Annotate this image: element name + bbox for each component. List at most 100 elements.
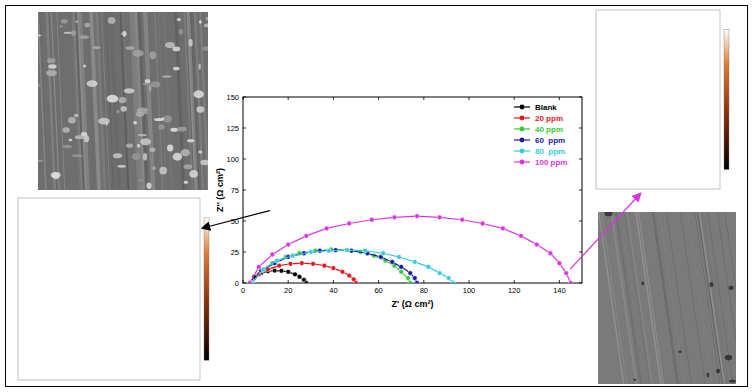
series-point xyxy=(261,267,266,272)
sem-feature xyxy=(48,64,56,69)
sem-feature xyxy=(46,70,57,76)
y-tick-right xyxy=(579,190,582,191)
legend-marker xyxy=(520,105,525,110)
sem-feature xyxy=(143,83,150,86)
series-point xyxy=(277,263,282,268)
sem-feature xyxy=(194,90,204,98)
series-point xyxy=(408,271,413,276)
sem-feature xyxy=(137,144,140,148)
sem-streak xyxy=(726,212,736,384)
sem-feature xyxy=(177,127,187,132)
sem-feature xyxy=(189,170,198,178)
sem-base xyxy=(38,12,208,190)
sem-feature xyxy=(167,144,173,151)
series-point xyxy=(324,226,329,231)
sem-feature xyxy=(138,134,147,136)
sem-feature xyxy=(69,139,73,142)
x-tick-label: 20 xyxy=(284,286,292,295)
series-point xyxy=(286,269,291,274)
sem-feature xyxy=(75,135,85,139)
sem-feature xyxy=(605,212,613,216)
sem-streak xyxy=(624,212,649,384)
series-point xyxy=(369,217,374,222)
legend-marker xyxy=(520,116,525,121)
sem-feature xyxy=(153,166,156,170)
series-point xyxy=(397,255,402,260)
sem-feature xyxy=(132,153,140,160)
x-tick-top xyxy=(559,97,560,100)
series-line xyxy=(250,216,571,283)
x-tick xyxy=(514,280,515,283)
sem-feature xyxy=(150,81,160,87)
sem-streak xyxy=(659,212,684,384)
series-point xyxy=(297,274,302,279)
x-tick xyxy=(378,280,379,283)
y-tick-right xyxy=(579,97,582,98)
sem-feature xyxy=(641,282,644,286)
sem-feature xyxy=(149,85,152,92)
sem-feature xyxy=(125,46,134,50)
sem-feature xyxy=(146,183,151,189)
y-tick-label: 100 xyxy=(226,155,239,164)
x-tick-label: 40 xyxy=(329,286,337,295)
series-point xyxy=(548,251,553,256)
afm-blank xyxy=(20,200,198,378)
sem-feature xyxy=(172,47,180,52)
series-point xyxy=(408,281,413,283)
sem-feature xyxy=(107,95,119,103)
x-tick-top xyxy=(514,97,515,100)
y-tick-right xyxy=(579,221,582,222)
sem-streak xyxy=(640,212,665,384)
sem-feature xyxy=(173,67,180,71)
sem-feature xyxy=(187,139,194,142)
series-point xyxy=(308,250,313,255)
x-tick-top xyxy=(378,97,379,100)
plot-frame xyxy=(243,97,582,283)
sem-streak xyxy=(134,12,142,190)
sem-streak xyxy=(611,212,636,384)
sem-feature xyxy=(159,167,167,175)
series-point xyxy=(270,252,275,257)
x-axis-label: Z' (Ω cm²) xyxy=(392,299,434,309)
sem-feature xyxy=(84,23,90,28)
sem-streak xyxy=(688,212,713,384)
sem-feature xyxy=(79,35,89,39)
series-point xyxy=(406,276,411,281)
x-tick-top xyxy=(469,97,470,100)
series-point xyxy=(390,260,395,265)
sem-streak xyxy=(40,12,48,190)
series-point xyxy=(279,268,284,273)
series-point xyxy=(564,271,569,276)
sem-feature xyxy=(203,46,208,51)
sem-feature xyxy=(729,380,736,383)
sem-feature xyxy=(71,154,83,157)
sem-feature xyxy=(83,64,86,67)
series-point xyxy=(426,264,431,269)
y-tick-right xyxy=(579,252,582,253)
sem-feature xyxy=(38,84,41,87)
sem-feature xyxy=(707,373,710,378)
series-point xyxy=(340,269,345,274)
sem-feature xyxy=(74,114,79,117)
series-point xyxy=(519,233,524,238)
sem-streak xyxy=(177,12,185,190)
sem-feature xyxy=(206,17,208,21)
sem-feature xyxy=(165,42,175,48)
y-tick-label: 150 xyxy=(226,93,239,102)
sem-feature xyxy=(64,32,72,34)
sem-streak xyxy=(702,212,727,384)
x-tick xyxy=(559,280,560,283)
sem-streak xyxy=(696,212,721,384)
x-tick-label: 120 xyxy=(508,286,521,295)
outer-frame xyxy=(6,6,748,387)
sem-streak xyxy=(636,212,661,384)
y-tick-right xyxy=(579,128,582,129)
sem-feature xyxy=(729,285,734,290)
series-point xyxy=(363,248,368,253)
arrow xyxy=(203,211,270,228)
sem-feature xyxy=(38,160,44,162)
sem-streak xyxy=(159,12,167,190)
sem-feature xyxy=(198,150,202,153)
sem-feature xyxy=(678,350,681,352)
sem-streak xyxy=(698,212,723,384)
